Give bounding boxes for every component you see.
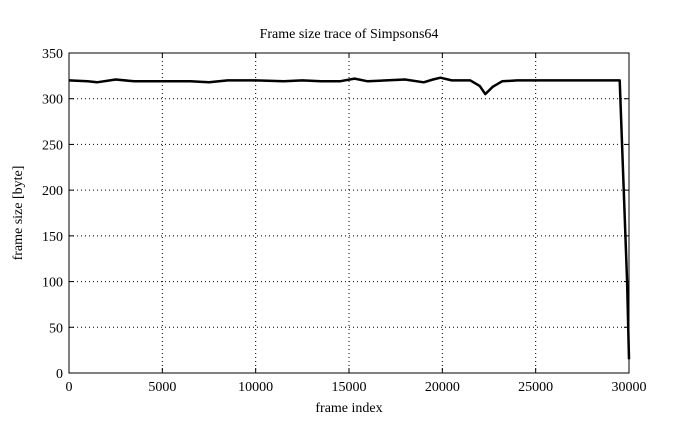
series-group	[68, 76, 631, 360]
y-tick-label: 0	[56, 367, 63, 382]
y-tick-label: 350	[42, 47, 63, 62]
x-tick-label: 25000	[518, 380, 553, 395]
y-tick-label: 250	[42, 138, 63, 153]
chart-title: Frame size trace of Simpsons64	[260, 27, 439, 42]
x-tick-label: 10000	[238, 380, 273, 395]
y-tick-label: 200	[42, 184, 63, 199]
x-tick-label: 15000	[332, 380, 367, 395]
x-tick-label: 5000	[148, 380, 176, 395]
y-tick-label: 100	[42, 276, 63, 291]
x-tick-label: 20000	[425, 380, 460, 395]
x-tick-label: 0	[66, 380, 73, 395]
series-line	[68, 76, 631, 360]
x-axis-label: frame index	[315, 401, 382, 416]
y-axis-label: frame size [byte]	[11, 166, 26, 261]
y-tick-label: 150	[42, 230, 63, 245]
axis-ticks: 0 5000 10000 15000 20000 25000 30000 0 50 100 150 2…	[42, 47, 647, 395]
y-tick-label: 50	[49, 321, 63, 336]
x-tick-label: 30000	[612, 380, 647, 395]
y-tick-label: 300	[42, 93, 63, 108]
gridlines	[69, 53, 629, 373]
